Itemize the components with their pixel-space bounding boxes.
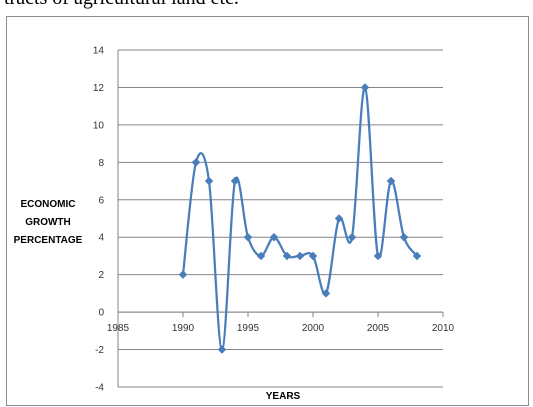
data-point <box>347 232 357 242</box>
series-layer <box>181 86 418 351</box>
x-tick-label: 1995 <box>237 323 260 334</box>
data-point <box>360 83 370 92</box>
header-text: tracts of agricultural land etc. <box>4 0 524 8</box>
x-tick-label: 2000 <box>302 323 325 334</box>
data-point <box>412 251 422 261</box>
data-point <box>295 251 305 261</box>
x-tick-label: 1990 <box>172 323 195 334</box>
data-point <box>269 232 279 242</box>
y-tick-label: 4 <box>98 233 104 244</box>
y-tick-label: 8 <box>98 158 104 169</box>
data-point <box>373 251 383 261</box>
tick-labels: -4 -2 0 2 4 6 8 10 12 14 1985 1990 1995 2000 2005 2010 <box>93 46 455 394</box>
y-tick-label: 2 <box>98 270 104 281</box>
data-point <box>386 176 396 186</box>
data-point <box>230 176 240 186</box>
y-tick-label: 14 <box>93 46 105 57</box>
y-tick-label: 10 <box>93 120 105 131</box>
y-axis-label-line: GROWTH <box>25 217 71 228</box>
data-point <box>321 289 331 298</box>
data-point <box>243 232 253 242</box>
y-tick-label: 6 <box>98 195 104 206</box>
y-tick-label: 0 <box>98 308 104 319</box>
data-point <box>334 214 344 223</box>
grid-layer <box>118 49 443 388</box>
x-axis-label: YEARS <box>266 391 301 402</box>
y-tick-label: -4 <box>95 383 104 394</box>
chart-frame <box>6 16 529 406</box>
y-tick-label: -2 <box>95 345 104 356</box>
x-tick-label: 2005 <box>367 323 390 334</box>
y-axis-label-line: ECONOMIC <box>21 199 76 210</box>
marker-layer <box>178 83 422 354</box>
data-point <box>178 270 188 280</box>
x-tick-label: 2010 <box>432 323 455 334</box>
x-tick-label: 1985 <box>107 323 130 334</box>
series-line <box>181 86 418 351</box>
y-axis-label-line: PERCENTAGE <box>14 235 83 246</box>
data-point <box>256 251 266 261</box>
data-point <box>308 251 318 261</box>
y-tick-label: 12 <box>93 83 105 94</box>
data-point <box>191 157 201 167</box>
data-point <box>204 176 214 186</box>
data-point <box>399 232 409 242</box>
axis-layer <box>117 50 444 387</box>
data-point <box>282 251 292 261</box>
data-point <box>217 345 227 354</box>
y-axis-label: ECONOMIC GROWTH PERCENTAGE <box>14 199 83 246</box>
